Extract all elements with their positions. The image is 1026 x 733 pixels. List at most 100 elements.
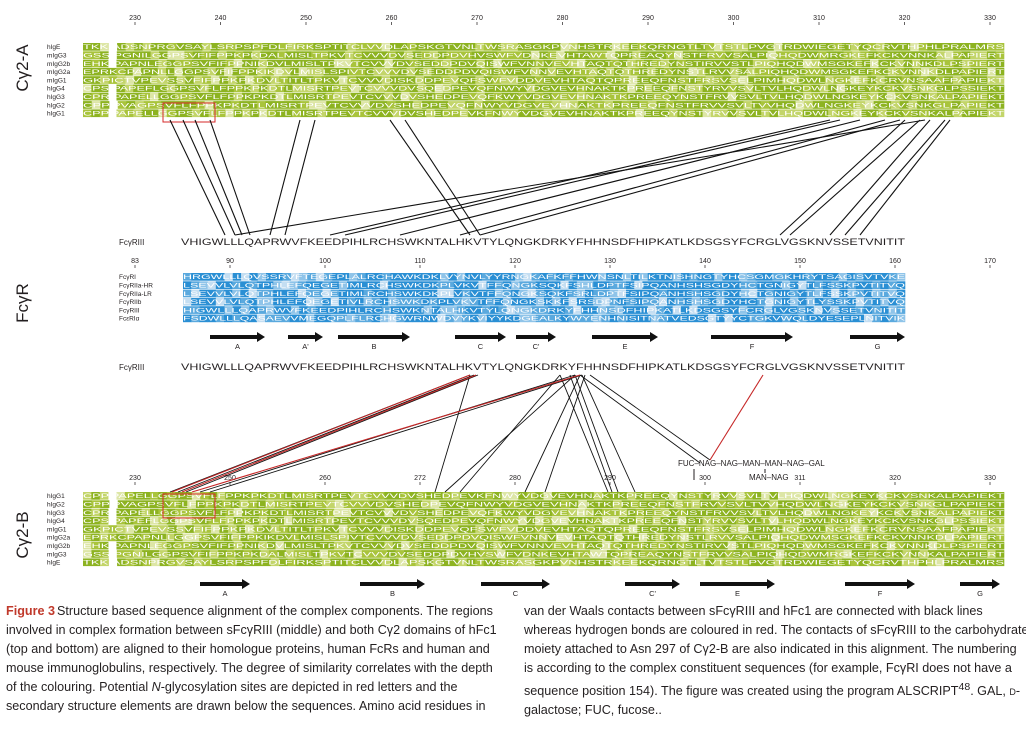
- residue-cell: [519, 297, 528, 306]
- residue-cell: [309, 516, 318, 525]
- mid-position-number: 83: [131, 258, 139, 265]
- residue-cell: [836, 516, 846, 525]
- residue-cell: [685, 109, 695, 118]
- residue-cell: [790, 43, 800, 51]
- residue-cell: [275, 92, 285, 101]
- sequence-residues: LSEVVLVLQTPHLEFQEGETIVLRCHSWKDKPLVKVTFFQ…: [183, 299, 905, 306]
- residue-cell: [878, 492, 888, 500]
- residue-cell: [887, 533, 897, 542]
- residue-cell: [184, 51, 194, 59]
- residue-cell: [459, 84, 469, 93]
- residue-cell: [417, 541, 427, 550]
- residue-cell: [781, 297, 791, 306]
- residue-cell: [652, 541, 662, 550]
- residue-cell: [527, 314, 537, 323]
- vdw-contact-line: [524, 374, 581, 493]
- residue-cell: [239, 101, 249, 109]
- residue-cell: [387, 500, 397, 508]
- residue-cell: [642, 314, 651, 323]
- residue-cell: [803, 492, 812, 500]
- residue-cell: [903, 92, 913, 101]
- residue-cell: [891, 500, 901, 508]
- residue-cell: [886, 59, 896, 68]
- residue-cell: [702, 492, 712, 500]
- residue-cell: [356, 533, 366, 542]
- residue-cell: [141, 541, 151, 550]
- residue-cell: [350, 84, 360, 93]
- residue-cell: [773, 76, 783, 84]
- sequence-name: mIgG2a: [47, 69, 71, 76]
- residue-cell: [83, 43, 92, 51]
- residue-cell: [190, 533, 200, 542]
- residue-cell: [552, 297, 561, 306]
- residue-cell: [227, 43, 237, 51]
- residue-cell: [855, 306, 864, 314]
- residue-cell: [297, 289, 307, 298]
- residue-cell: [126, 500, 136, 508]
- residue-cell: [464, 533, 474, 542]
- residue-cell: [639, 500, 649, 508]
- residue-cell: [361, 500, 371, 508]
- residue-cell: [609, 281, 619, 289]
- residue-cell: [799, 76, 809, 84]
- residue-cell: [610, 84, 620, 93]
- residue-cell: [142, 550, 151, 558]
- residue-cell: [637, 76, 647, 84]
- residue-cell: [867, 76, 877, 84]
- residue-cell: [200, 516, 209, 525]
- residue-cell: [886, 508, 896, 517]
- vdw-contact-line: [589, 374, 711, 461]
- residue-cell: [551, 516, 561, 525]
- residue-cell: [569, 500, 579, 508]
- beta-strand-head: [242, 579, 250, 589]
- residue-cell: [758, 550, 768, 558]
- residue-cell: [912, 533, 922, 542]
- residue-cell: [928, 492, 938, 500]
- residue-cell: [183, 492, 193, 500]
- residue-cell: [133, 492, 142, 500]
- residue-cell: [894, 550, 903, 558]
- residue-cell: [292, 516, 301, 525]
- residue-cell: [381, 558, 391, 567]
- residue-cell: [688, 525, 698, 533]
- residue-cell: [473, 500, 483, 508]
- caption-line: galactose; FUC, fucose..: [524, 703, 662, 718]
- residue-cell: [835, 51, 844, 59]
- residue-cell: [518, 84, 528, 93]
- residue-cell: [417, 92, 427, 101]
- residue-cell: [216, 109, 226, 118]
- residue-cell: [317, 92, 327, 101]
- residue-cell: [552, 558, 561, 567]
- residue-cell: [679, 525, 689, 533]
- residue-cell: [124, 508, 134, 517]
- residue-cell: [635, 109, 645, 118]
- residue-cell: [361, 550, 371, 558]
- residue-cell: [969, 558, 979, 567]
- residue-cell: [813, 67, 822, 76]
- residue-cell: [643, 92, 653, 101]
- residue-cell: [290, 533, 300, 542]
- residue-cell: [448, 67, 457, 76]
- residue-cell: [353, 51, 363, 59]
- sequence-residues: EPRKCPAPNLLGGPSVFIFPPKIKDVLMISLSPIVTCVVV…: [83, 535, 1004, 542]
- residue-cell: [743, 500, 753, 508]
- residue-cell: [739, 273, 748, 281]
- residue-cell: [415, 525, 425, 533]
- residue-cell: [275, 492, 285, 500]
- strand-label: C: [513, 589, 519, 598]
- residue-cell: [313, 558, 323, 567]
- residue-cell: [961, 550, 971, 558]
- residue-cell: [100, 558, 109, 567]
- residue-cell: [765, 297, 775, 306]
- residue-cell: [995, 500, 1005, 508]
- bot-position-number: 230: [129, 475, 141, 482]
- residue-cell: [283, 92, 293, 101]
- residue-cell: [392, 541, 402, 550]
- residue-cell: [526, 508, 536, 517]
- residue-cell: [267, 516, 276, 525]
- residue-cell: [627, 508, 636, 517]
- residue-cell: [297, 281, 307, 289]
- residue-cell: [268, 51, 278, 59]
- residue-cell: [273, 289, 282, 298]
